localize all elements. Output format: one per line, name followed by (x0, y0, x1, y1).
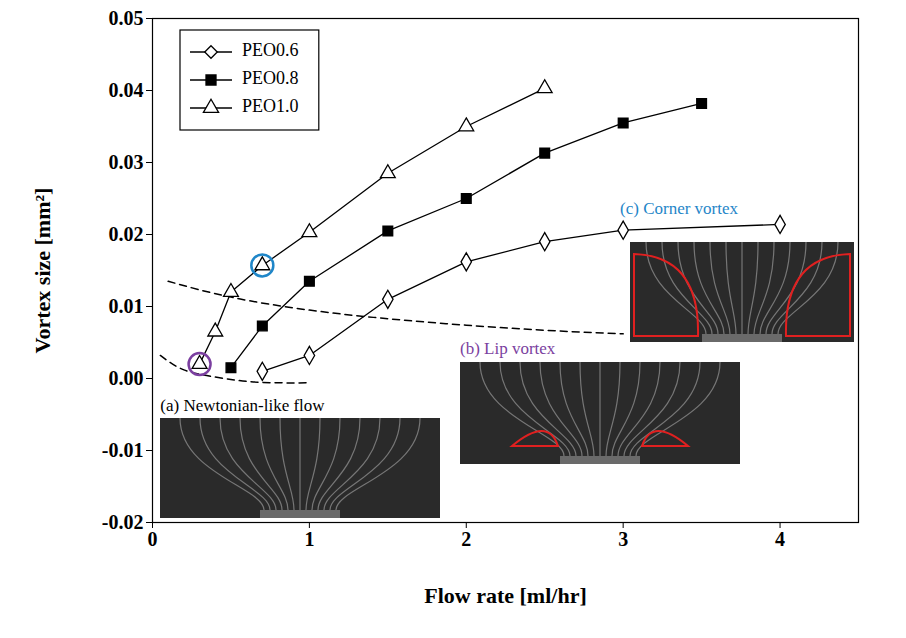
svg-text:0.02: 0.02 (109, 223, 144, 245)
svg-text:Flow rate [ml/hr]: Flow rate [ml/hr] (424, 583, 587, 608)
svg-text:0.04: 0.04 (109, 79, 144, 101)
svg-text:(b) Lip vortex: (b) Lip vortex (460, 339, 556, 358)
svg-text:PEO0.8: PEO0.8 (242, 68, 299, 88)
svg-text:Vortex size [mm²]: Vortex size [mm²] (30, 188, 55, 354)
svg-text:0.01: 0.01 (109, 295, 144, 317)
svg-text:4: 4 (775, 528, 785, 550)
svg-text:0.05: 0.05 (109, 7, 144, 29)
svg-text:0.00: 0.00 (109, 367, 144, 389)
svg-text:-0.02: -0.02 (102, 511, 144, 533)
svg-text:(a) Newtonian-like flow: (a) Newtonian-like flow (160, 396, 325, 415)
svg-text:(c) Corner vortex: (c) Corner vortex (620, 199, 739, 218)
svg-text:-0.01: -0.01 (102, 439, 144, 461)
svg-text:0: 0 (148, 528, 158, 550)
svg-text:0.03: 0.03 (109, 151, 144, 173)
svg-text:3: 3 (618, 528, 628, 550)
svg-text:2: 2 (461, 528, 471, 550)
svg-text:PEO1.0: PEO1.0 (242, 96, 299, 116)
svg-text:1: 1 (304, 528, 314, 550)
svg-text:PEO0.6: PEO0.6 (242, 40, 299, 60)
